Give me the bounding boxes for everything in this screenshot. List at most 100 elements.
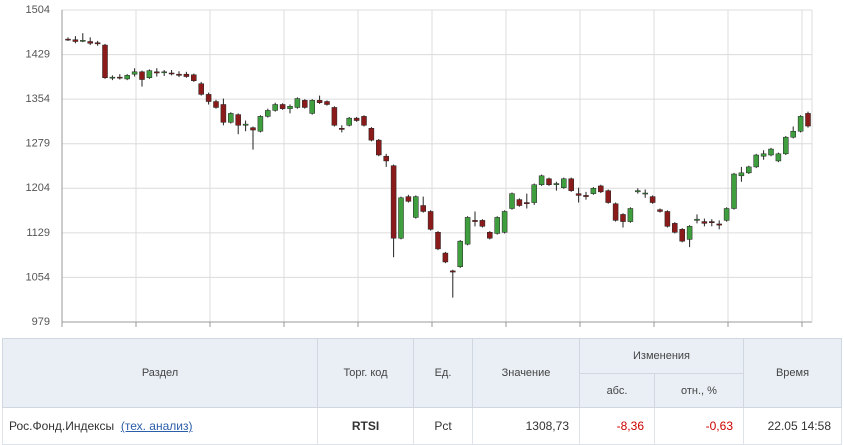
subheader: отн., %: [654, 373, 744, 408]
candle-body: [383, 155, 389, 162]
y-tick-label: 1279: [26, 138, 50, 150]
candle-body: [80, 40, 86, 42]
candle-body: [361, 116, 367, 126]
candle-body: [775, 153, 782, 162]
candle-body: [109, 76, 116, 79]
candle-body: [598, 185, 604, 193]
candle-body: [65, 38, 71, 41]
candle-body: [413, 196, 419, 218]
header: Время: [743, 338, 842, 408]
cell: 1308,73: [472, 407, 580, 445]
candle-body: [716, 223, 722, 226]
candle-body: [583, 195, 589, 197]
candle-body: [302, 100, 308, 108]
y-tick-label: 1429: [26, 48, 50, 60]
candle-body: [272, 104, 278, 111]
y-tick-label: 1204: [26, 182, 50, 194]
candle-body: [250, 127, 256, 131]
candle-body: [87, 41, 93, 44]
candle-body: [279, 104, 286, 109]
candle-body: [191, 74, 197, 81]
cell: RTSI: [317, 407, 414, 445]
candle-body: [805, 113, 811, 127]
candle-body: [516, 199, 523, 206]
candle-body: [672, 223, 678, 233]
candle-body: [405, 196, 412, 202]
candle-body: [546, 178, 552, 185]
candle-body: [235, 114, 241, 126]
candle-body: [627, 208, 634, 222]
y-tick-label: 1354: [26, 93, 50, 105]
candle-body: [257, 116, 264, 132]
candle-body: [538, 175, 545, 185]
candle-body: [472, 220, 478, 222]
candle-body: [198, 83, 204, 95]
candle-body: [561, 178, 567, 188]
cell: Рос.Фонд.Индексы (тех. анализ): [2, 407, 318, 445]
candle-body: [723, 208, 730, 221]
candle-body: [620, 214, 626, 222]
candle-body: [649, 196, 656, 203]
candle-body: [398, 197, 404, 239]
candle-body: [642, 192, 648, 195]
candle-body: [568, 178, 574, 191]
candle-body: [797, 116, 804, 132]
candle-body: [783, 136, 789, 155]
candle-body: [657, 209, 663, 212]
candle-body: [753, 154, 759, 168]
candle-body: [701, 221, 708, 224]
candle-body: [731, 173, 737, 209]
candle-body: [131, 71, 138, 75]
candle-body: [331, 107, 338, 126]
candle-body: [664, 211, 671, 227]
candle-body: [450, 270, 456, 273]
candle-body: [605, 190, 611, 203]
candle-body: [790, 130, 796, 138]
candle-body: [161, 71, 167, 74]
candle-body: [72, 39, 79, 42]
candle-body: [590, 188, 597, 194]
candle-body: [457, 240, 463, 267]
quote-table: Раздел Торг. код Ед. Значение Изменения …: [2, 338, 842, 445]
candle-body: [435, 232, 441, 250]
candle-body: [575, 193, 582, 196]
section: Рос.Фонд.Индексы: [9, 419, 115, 433]
candle-body: [220, 104, 227, 123]
header: Ед.: [413, 338, 473, 408]
y-tick-label: 1129: [26, 227, 50, 239]
y-tick-label: 979: [32, 316, 50, 328]
header: Раздел: [2, 338, 318, 408]
candle-body: [686, 226, 693, 240]
candle-body: [635, 190, 641, 193]
candle-body: [316, 100, 323, 103]
candle-body: [228, 113, 234, 123]
candle-body: [265, 110, 271, 117]
candle-body: [368, 128, 375, 141]
candle-body: [309, 100, 315, 114]
cell: Pct: [413, 407, 473, 445]
cell: 22.05 14:58: [743, 407, 842, 445]
candle-body: [168, 72, 175, 75]
candle-body: [531, 184, 537, 203]
candle-body: [746, 166, 752, 174]
candle-body: [94, 42, 101, 45]
chart: 979 1054 1129 1204 1279 1354 1429 1504: [26, 4, 813, 328]
candle-body: [524, 202, 530, 204]
candle-body: [242, 123, 249, 126]
link[interactable]: (тех. анализ): [120, 419, 193, 433]
candle-body: [501, 211, 508, 233]
candle-body: [679, 229, 685, 242]
candle-body: [353, 117, 360, 121]
candle-body: [287, 106, 293, 109]
candle-body: [464, 217, 471, 245]
candle-body: [154, 71, 160, 74]
candle-body: [117, 76, 123, 79]
candle-body: [487, 232, 493, 239]
cell: -0,63: [654, 407, 744, 445]
candle-body: [760, 153, 767, 157]
candle-body: [176, 73, 182, 76]
candle-body: [709, 221, 715, 224]
header: Торг. код: [317, 338, 414, 408]
candle-body: [738, 172, 745, 177]
